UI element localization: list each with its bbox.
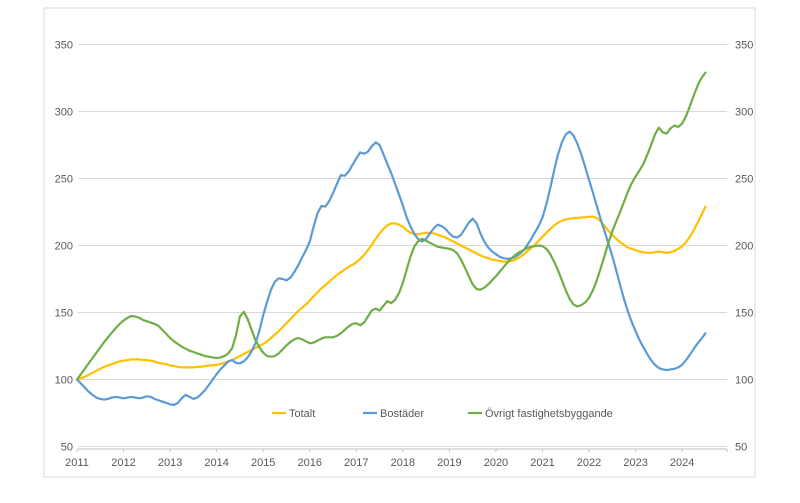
x-axis-label: 2022	[577, 457, 601, 469]
y-axis-label-right: 100	[735, 375, 753, 387]
y-axis-label-left: 350	[55, 40, 73, 52]
x-axis-label: 2016	[298, 457, 322, 469]
y-axis-label-left: 300	[55, 107, 73, 119]
y-axis-label-right: 50	[735, 442, 747, 454]
x-axis-label: 2012	[111, 457, 135, 469]
y-axis-label-left: 250	[55, 174, 73, 186]
y-axis-label-left: 200	[55, 241, 73, 253]
x-axis-label: 2013	[158, 457, 182, 469]
y-axis-label-left: 150	[55, 308, 73, 320]
y-axis-label-right: 150	[735, 308, 753, 320]
y-axis-label-right: 250	[735, 174, 753, 186]
y-axis-label-right: 300	[735, 107, 753, 119]
y-axis-label-right: 200	[735, 241, 753, 253]
series-line--vrigt-fastighetsbyggande	[75, 71, 707, 381]
x-axis-label: 2018	[391, 457, 415, 469]
x-axis-label: 2011	[65, 457, 89, 469]
y-axis-label-left: 100	[55, 375, 73, 387]
x-axis-label: 2021	[530, 457, 554, 469]
series-line-bost-der	[75, 130, 707, 407]
y-axis-label-right: 350	[735, 40, 753, 52]
x-axis-label: 2020	[484, 457, 508, 469]
y-axis-label-left: 50	[61, 442, 73, 454]
legend-label-2: Bostäder	[380, 408, 424, 420]
legend-label-1: Totalt	[289, 408, 315, 420]
x-axis-label: 2014	[204, 457, 228, 469]
x-axis-label: 2015	[251, 457, 275, 469]
x-axis-label: 2023	[623, 457, 647, 469]
x-axis-label: 2019	[437, 457, 461, 469]
x-axis-label: 2017	[344, 457, 368, 469]
x-axis-label: 2024	[670, 457, 694, 469]
legend-label-3: Övrigt fastighetsbyggande	[485, 408, 613, 420]
chart-border	[43, 7, 756, 478]
